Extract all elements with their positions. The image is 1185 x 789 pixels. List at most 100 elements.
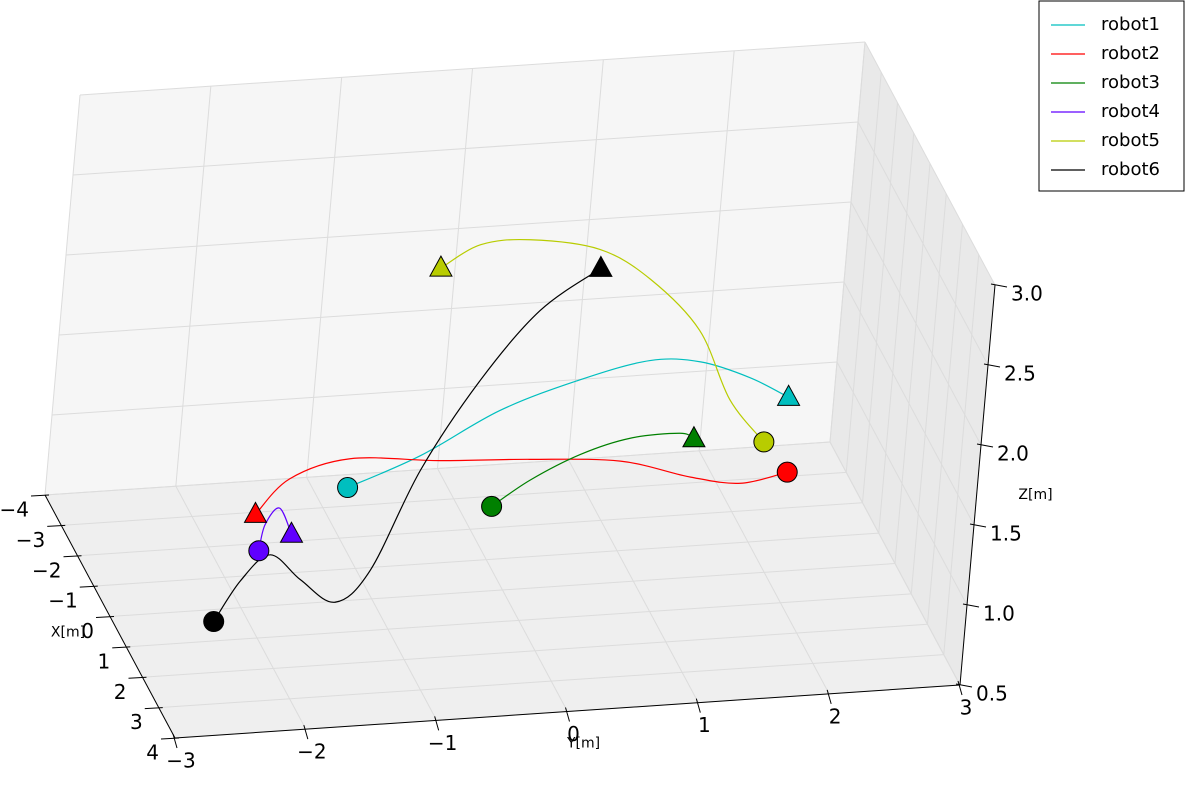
grid-line (829, 441, 961, 686)
grid-line (878, 133, 915, 534)
legend-label: robot3 (1101, 72, 1160, 93)
tick-mark (957, 680, 963, 696)
grid-line (58, 281, 845, 336)
tick-mark (955, 683, 973, 688)
grid-line (857, 121, 989, 366)
y-tick-label: −2 (297, 740, 326, 764)
tick-mark (47, 524, 66, 527)
axis-line (959, 284, 996, 686)
y-tick-label: 1 (698, 713, 711, 737)
trajectory (440, 238, 765, 443)
x-tick-label: −3 (16, 528, 45, 552)
tick-mark (962, 603, 980, 608)
trajectory (347, 358, 789, 489)
grid-line (44, 441, 831, 496)
tick-mark (95, 616, 115, 618)
z-axis-label: Z[m] (1018, 487, 1052, 503)
tick-mark (826, 689, 832, 704)
trajectory (258, 507, 293, 551)
grid-line (567, 59, 604, 460)
start-marker (753, 431, 775, 453)
tick-mark (112, 646, 131, 649)
start-marker (203, 611, 225, 633)
legend: robot1 robot2 robot3 robot4 robot5 robot6 (1038, 0, 1185, 192)
grid-line (836, 361, 968, 606)
tick-mark (695, 698, 701, 713)
goal-marker (776, 384, 801, 406)
tick-mark (969, 523, 987, 528)
grid-line (910, 193, 947, 594)
goal-marker (682, 425, 706, 448)
grid-line (927, 224, 963, 625)
grid-line (79, 41, 866, 96)
start-marker (776, 461, 798, 483)
grid-line (51, 361, 838, 416)
tick-mark (160, 737, 180, 740)
z-tick-label: 0.5 (976, 682, 1008, 706)
trajectory (255, 457, 788, 515)
grid-line (306, 77, 343, 478)
tick-mark (30, 494, 50, 497)
grid-line (862, 102, 898, 503)
x-tick-label: −1 (48, 589, 77, 613)
goal-marker (279, 521, 304, 543)
legend-label: robot4 (1101, 101, 1160, 122)
z-tick-label: 3.0 (1011, 282, 1043, 306)
z-tick-label: 2.5 (1004, 362, 1036, 386)
grid-line (175, 86, 212, 487)
start-marker (248, 540, 270, 562)
y-axis-label: Y[m] (566, 736, 600, 752)
legend-box (1038, 0, 1185, 192)
grid-line (698, 50, 735, 451)
start-marker (481, 495, 503, 517)
grid-line (437, 468, 568, 712)
tick-mark (983, 363, 1001, 368)
goal-marker (589, 255, 613, 277)
x-tick-label: −4 (0, 498, 29, 522)
grid-line (567, 459, 699, 703)
tick-mark (172, 733, 178, 749)
legend-label: robot2 (1101, 43, 1160, 64)
grid-line (864, 41, 996, 286)
y-tick-label: 2 (829, 704, 842, 728)
x-tick-label: 3 (130, 710, 143, 734)
grid-line (437, 68, 473, 469)
legend-label: robot5 (1101, 130, 1160, 151)
trajectory (491, 432, 695, 507)
goal-marker (243, 501, 268, 523)
tick-mark (128, 676, 147, 679)
grid-line (845, 72, 882, 473)
legend-label: robot6 (1101, 159, 1160, 180)
grid-line (894, 163, 931, 564)
x-tick-label: 4 (146, 741, 159, 765)
tick-mark (144, 707, 163, 710)
x-tick-label: 2 (114, 680, 127, 704)
tick-mark (976, 443, 994, 448)
grid-line (829, 41, 866, 443)
x-tick-label: 1 (98, 649, 111, 673)
grid-line (943, 254, 980, 655)
tick-mark (303, 725, 309, 740)
grid-line (65, 201, 852, 256)
grid-line (850, 201, 982, 446)
grid-line (843, 281, 975, 526)
grid-line (72, 121, 859, 176)
z-tick-label: 2.0 (997, 442, 1029, 466)
y-tick-label: −3 (166, 749, 195, 773)
tick-mark (565, 707, 570, 722)
tick-mark (63, 555, 82, 558)
grid-line (698, 450, 830, 695)
z-tick-label: 1.0 (983, 602, 1015, 626)
y-tick-label: 3 (960, 696, 973, 720)
legend-label: robot1 (1101, 14, 1160, 35)
tick-mark (990, 283, 1008, 288)
grid-line (306, 477, 438, 721)
axis-line (174, 684, 961, 739)
x-tick-label: 0 (81, 619, 94, 643)
x-tick-label: −2 (32, 558, 61, 582)
grid-line (44, 94, 81, 496)
start-marker (337, 477, 359, 499)
y-tick-label: 0 (567, 722, 580, 746)
x-axis-label: X[m] (51, 625, 85, 641)
